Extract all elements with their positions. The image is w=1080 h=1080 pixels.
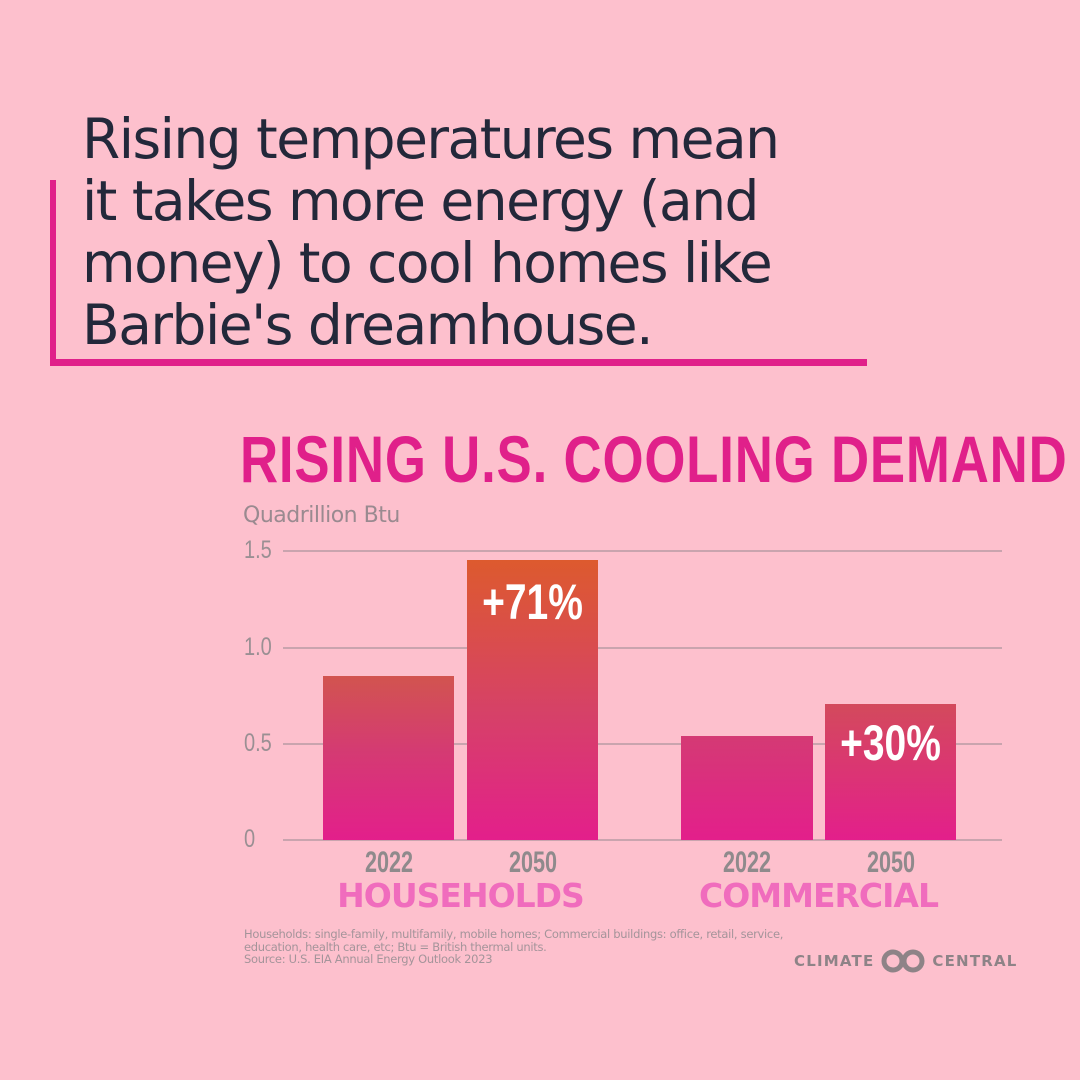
headline-bracket-horizontal — [50, 359, 867, 366]
y-tick-0: 0 — [244, 825, 256, 853]
y-axis-unit-label: Quadrillion Btu — [243, 503, 400, 528]
source-line: Source: U.S. EIA Annual Energy Outlook 2… — [244, 952, 493, 966]
interlocking-rings-icon — [881, 949, 925, 973]
headline-line: Rising temperatures mean — [82, 107, 780, 171]
headline-line: it takes more energy (and — [82, 169, 759, 233]
group-label-households: HOUSEHOLDS — [337, 876, 585, 915]
bar-households-2022 — [323, 676, 454, 840]
commercial-change-label: +30% — [840, 715, 941, 771]
gridline-0-5 — [283, 743, 1002, 745]
group-label-commercial: COMMERCIAL — [699, 876, 939, 915]
headline-line: Barbie's dreamhouse. — [82, 293, 654, 357]
x-label-commercial-2022: 2022 — [722, 846, 772, 879]
footnote-line: Households: single-family, multifamily, … — [244, 927, 784, 941]
gridline-1-0 — [283, 647, 1002, 649]
headline-bracket-vertical — [50, 180, 56, 366]
climate-central-logo: CLIMATE CENTRAL — [794, 949, 1018, 973]
x-label-households-2050: 2050 — [508, 846, 558, 879]
bar-commercial-2050 — [825, 704, 956, 840]
gridline-0 — [283, 839, 1002, 841]
gridline-1-5 — [283, 550, 1002, 552]
chart-title: RISING U.S. COOLING DEMAND — [240, 422, 1068, 496]
x-label-households-2022: 2022 — [364, 846, 414, 879]
footnotes: Households: single-family, multifamily, … — [244, 928, 804, 966]
households-change-label: +71% — [482, 574, 583, 630]
footnote-line: education, health care, etc; Btu = Briti… — [244, 939, 547, 954]
y-tick-1-0: 1.0 — [244, 633, 272, 661]
y-tick-1-5: 1.5 — [244, 536, 272, 564]
headline: Rising temperatures mean it takes more e… — [82, 108, 902, 356]
logo-text-right: CENTRAL — [932, 952, 1018, 970]
bar-commercial-2022 — [681, 736, 813, 840]
y-tick-0-5: 0.5 — [244, 729, 272, 757]
logo-text-left: CLIMATE — [794, 952, 875, 970]
bar-households-2050 — [467, 560, 598, 840]
x-label-commercial-2050: 2050 — [866, 846, 916, 879]
headline-line: money) to cool homes like — [82, 231, 773, 295]
